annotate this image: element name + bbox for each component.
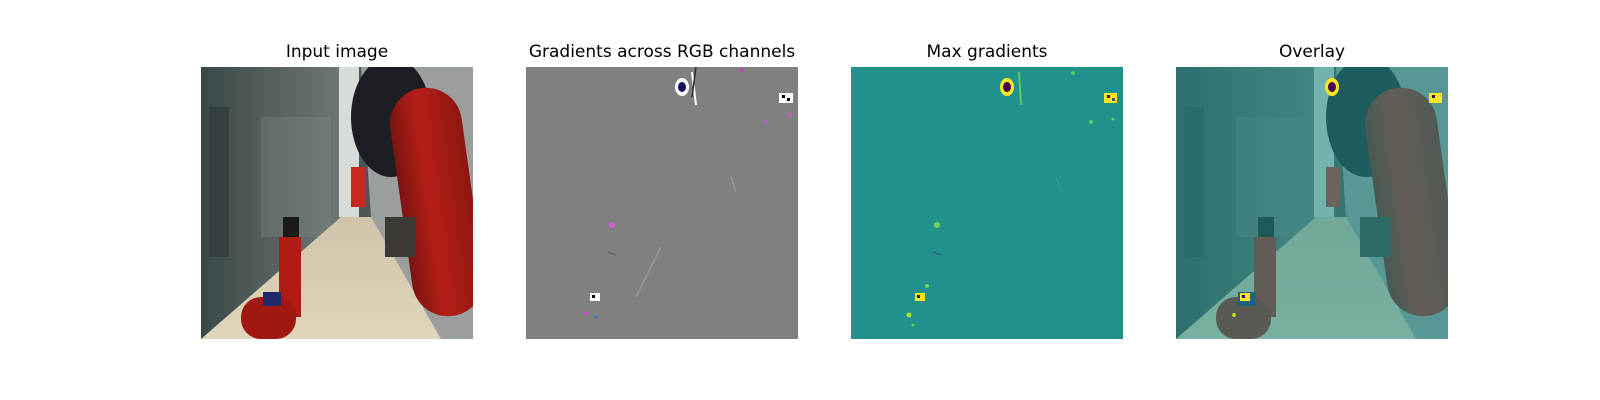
input-image [201,67,473,339]
panel-overlay: Overlay [1176,0,1448,400]
panel-title: Max gradients [926,42,1048,62]
rgb-gradients-image [526,67,798,339]
panel-rgb-gradients: Gradients across RGB channels [526,0,798,400]
gradient-blob-right [740,68,793,124]
input-image-graphic [201,67,473,339]
overlay-graphic [1176,67,1448,339]
max-gradient-spot-mid [934,222,940,228]
gradient-spot-mid [609,222,615,228]
panel-title: Input image [285,42,389,62]
max-gradients-image [851,67,1123,339]
panel-title: Overlay [1278,42,1346,62]
rgb-gradients-graphic [526,67,798,339]
panel-input-image: Input image [201,0,473,400]
overlay-image [1176,67,1448,339]
max-gradient-blob-bottom [906,284,929,327]
max-gradients-graphic [851,67,1123,339]
panel-max-gradients: Max gradients [851,0,1123,400]
max-gradient-blob-top [1000,71,1075,106]
gradient-blob-bottom [584,293,600,319]
panel-title: Gradients across RGB channels [528,42,796,62]
max-gradient-blob-right [1089,93,1117,124]
gradient-blob-top [675,67,697,106]
